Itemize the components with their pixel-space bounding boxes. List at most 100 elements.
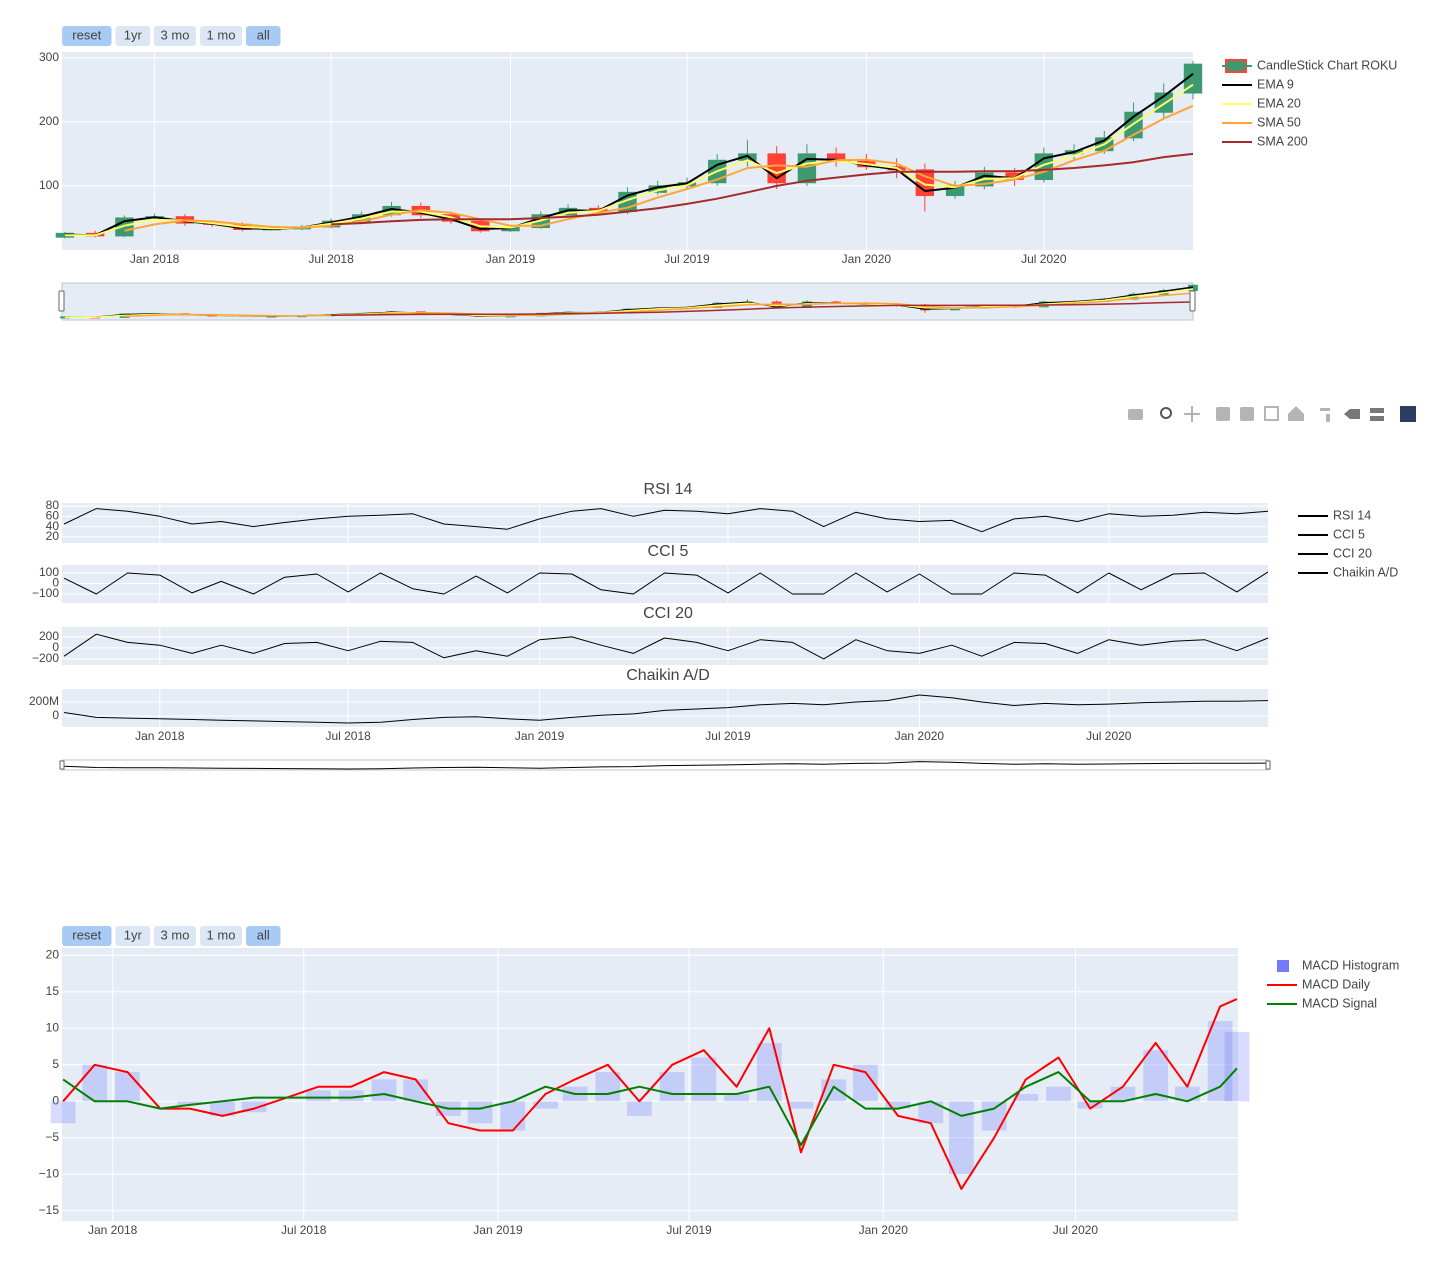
x-tick-label: Jan 2018 (130, 252, 180, 266)
x-tick-label: Jul 2018 (281, 1223, 327, 1237)
y-tick-label: 15 (46, 984, 60, 998)
indicator-line (64, 83, 1194, 237)
y-tick-label: 100 (39, 565, 59, 579)
slider-line (331, 301, 1194, 316)
reset-icon[interactable] (1288, 406, 1304, 421)
range-button-label[interactable]: 1yr (124, 927, 143, 942)
range-button-label[interactable]: 1yr (124, 27, 143, 42)
histogram-bar (885, 1101, 911, 1109)
range-button[interactable] (246, 26, 281, 46)
y-tick-label: 20 (46, 529, 60, 543)
legend-swatch (1277, 960, 1289, 972)
x-tick-label: Jul 2018 (308, 252, 354, 266)
candle-body (915, 169, 935, 197)
legend-label: CandleStick Chart ROKU (1257, 58, 1397, 72)
histogram-bar (371, 1079, 397, 1102)
zoom-icon[interactable] (1160, 407, 1172, 419)
range-button-label[interactable]: 3 mo (161, 927, 190, 942)
y-tick-label: 20 (46, 947, 60, 961)
indicator-line (124, 104, 1194, 232)
x-tick-label: Jul 2020 (1053, 1223, 1099, 1237)
histogram-bar (981, 1101, 1007, 1131)
y-tick-label: 0 (52, 640, 59, 654)
plot-area (62, 689, 1268, 727)
legend-label: CCI 5 (1333, 527, 1365, 541)
range-button-label[interactable]: 1 mo (207, 927, 236, 942)
range-button[interactable] (115, 926, 151, 946)
range-button-label[interactable]: 3 mo (161, 27, 190, 42)
plotly-logo[interactable] (1400, 406, 1416, 422)
slider-line (124, 292, 1194, 318)
legend-label: SMA 200 (1257, 134, 1308, 148)
range-button[interactable] (62, 926, 112, 946)
histogram-bar (177, 1101, 203, 1105)
macd-line (62, 998, 1238, 1190)
y-tick-label: 10 (46, 1020, 60, 1034)
histogram-bar (595, 1072, 621, 1102)
hover-closest-icon[interactable] (1344, 409, 1360, 419)
x-tick-label: Jan 2018 (88, 1223, 138, 1237)
range-button[interactable] (154, 926, 196, 946)
slider-line (64, 761, 1269, 770)
histogram-bar (1224, 1031, 1250, 1102)
range-button[interactable] (115, 26, 151, 46)
histogram-bar (756, 1042, 782, 1102)
y-tick-label: 200 (39, 629, 59, 643)
y-tick-label: −200 (32, 651, 59, 665)
range-button[interactable] (246, 926, 281, 946)
candle-body (1183, 63, 1203, 94)
range-button-label[interactable]: all (257, 927, 270, 942)
y-tick-label: 80 (46, 498, 60, 512)
histogram-bar (241, 1101, 267, 1113)
y-tick-label: 0 (52, 576, 59, 590)
indicator-line (63, 508, 1269, 533)
camera-icon[interactable] (1128, 409, 1143, 420)
histogram-bar (467, 1101, 493, 1124)
histogram-bar (306, 1090, 331, 1102)
x-tick-label: Jan 2019 (486, 252, 536, 266)
slider-handle[interactable] (1265, 760, 1271, 770)
range-button-label[interactable]: reset (72, 927, 101, 942)
slider-handle[interactable] (59, 760, 65, 770)
plot-area (62, 503, 1268, 543)
x-tick-label: Jan 2018 (135, 729, 185, 743)
slider-handle[interactable] (58, 290, 65, 312)
indicator-line (64, 694, 1269, 724)
legend-label: EMA 9 (1257, 77, 1294, 91)
histogram-bar (724, 1093, 749, 1102)
macd-line (62, 1067, 1238, 1147)
range-button[interactable] (154, 26, 196, 46)
slider-handle[interactable] (1189, 290, 1196, 312)
histogram-bar (1143, 1050, 1169, 1102)
x-tick-label: Jan 2020 (842, 252, 892, 266)
range-button-label[interactable]: 1 mo (207, 27, 236, 42)
x-tick-label: Jul 2019 (705, 729, 751, 743)
histogram-bar (533, 1101, 558, 1109)
subplot-title: CCI 20 (643, 605, 693, 622)
pan-icon[interactable] (1184, 406, 1200, 422)
range-button-label[interactable]: reset (72, 27, 101, 42)
legend-label: SMA 50 (1257, 115, 1301, 129)
autoscale-icon[interactable] (1264, 406, 1279, 421)
range-button[interactable] (200, 26, 242, 46)
spike-icon[interactable] (1320, 408, 1330, 422)
range-button[interactable] (200, 926, 242, 946)
x-tick-label: Jul 2018 (325, 729, 371, 743)
y-tick-label: 40 (46, 519, 60, 533)
histogram-bar (115, 1072, 140, 1102)
indicator-line (63, 633, 1269, 660)
y-tick-label: −5 (45, 1130, 59, 1144)
x-tick-label: Jan 2020 (895, 729, 945, 743)
x-tick-label: Jan 2020 (859, 1223, 909, 1237)
x-tick-label: Jul 2020 (1021, 252, 1067, 266)
range-button[interactable] (62, 26, 112, 46)
y-tick-label: 60 (46, 509, 60, 523)
zoom-in-icon[interactable] (1216, 407, 1230, 421)
y-tick-label: 0 (52, 1093, 59, 1107)
range-button-label[interactable]: all (257, 27, 270, 42)
subplot-title: RSI 14 (644, 481, 693, 498)
zoom-out-icon[interactable] (1240, 407, 1254, 421)
histogram-bar (659, 1072, 685, 1102)
histogram-bar (1207, 1020, 1233, 1102)
hover-compare-icon[interactable] (1370, 408, 1384, 421)
